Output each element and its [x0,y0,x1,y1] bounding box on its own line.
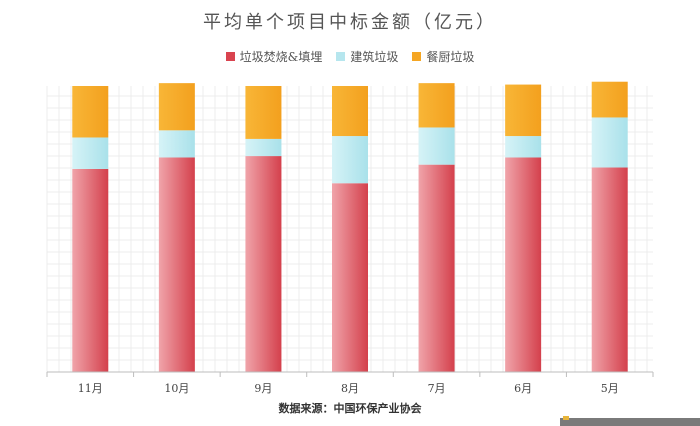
legend-item-incineration: 垃圾焚烧&填埋 [225,48,323,65]
bar-incineration-2 [158,157,195,372]
bar-incineration-4 [332,183,368,372]
x-tick-label: 7月 [428,382,446,395]
x-tick-label: 9月 [254,382,272,395]
legend-label-kitchen: 餐厨垃圾 [426,50,475,64]
legend-label-construction: 建筑垃圾 [350,50,399,64]
bar-construction-2 [158,130,195,158]
bar-kitchen-2 [158,83,195,131]
x-tick-label: 11月 [78,382,103,395]
x-tick-label: 6月 [514,382,532,395]
bar-construction-1 [72,137,109,169]
bar-kitchen-4 [332,86,368,137]
data-source-note: 数据来源：中国环保产业协会 [278,402,422,415]
x-tick-label: 5月 [601,382,619,395]
legend-item-kitchen: 餐厨垃圾 [412,48,474,65]
x-tick-label: 8月 [341,382,359,395]
bar-construction-5 [418,127,455,165]
bar-incineration-5 [418,164,455,372]
bar-construction-3 [245,138,282,157]
chart-title: 平均单个项目中标金额（亿元） [203,12,497,33]
bar-construction-4 [332,136,368,184]
bar-kitchen-5 [418,83,455,128]
bar-incineration-1 [72,168,109,372]
bar-kitchen-6 [505,84,542,137]
corner-decoration [560,418,700,426]
bar-kitchen-1 [72,86,109,138]
bar-kitchen-3 [245,86,282,139]
decorative-mark [563,416,569,420]
legend-item-construction: 建筑垃圾 [336,48,398,65]
bar-incineration-3 [245,156,282,372]
bar-incineration-6 [505,157,542,372]
bar-construction-6 [505,136,542,158]
legend-label-incineration: 垃圾焚烧&填埋 [239,50,323,64]
legend-swatch-construction [336,52,346,61]
bar-incineration-7 [591,167,628,372]
legend-swatch-kitchen [412,52,422,61]
chart-legend: 垃圾焚烧&填埋 建筑垃圾 餐厨垃圾 [0,48,700,65]
x-tick-label: 10月 [164,382,189,395]
legend-swatch-incineration [225,52,235,61]
bar-kitchen-7 [591,81,628,118]
bar-construction-7 [591,117,628,168]
